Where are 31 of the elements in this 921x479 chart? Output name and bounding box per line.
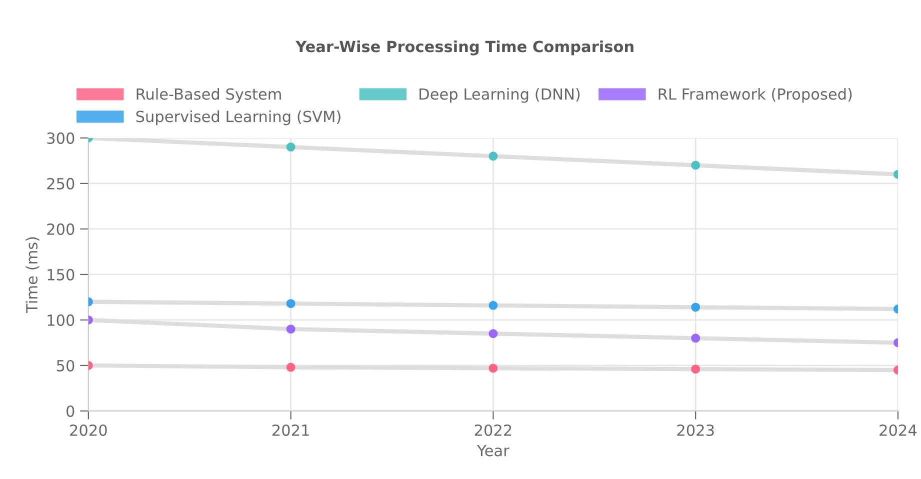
- point: [488, 329, 498, 338]
- point: [286, 299, 296, 308]
- y-tick-label: 150: [48, 268, 74, 280]
- point: [691, 334, 700, 343]
- x-tick-label: 2021: [272, 424, 309, 436]
- point: [691, 364, 700, 374]
- point: [286, 324, 296, 334]
- point: [286, 142, 296, 152]
- point: [488, 300, 498, 310]
- point: [488, 152, 498, 161]
- y-tick-label: 100: [48, 314, 74, 326]
- chart-title: Year-Wise Processing Time Comparison: [295, 40, 634, 56]
- legend-label: Deep Learning (DNN): [420, 88, 580, 103]
- x-axis-title: Year: [476, 444, 510, 456]
- x-tick-label: 2023: [677, 424, 714, 436]
- point: [691, 302, 700, 312]
- point: [691, 160, 700, 170]
- legend-label: RL Framework (Proposed): [658, 88, 852, 103]
- y-tick-label: 0: [66, 405, 74, 418]
- point: [488, 364, 498, 373]
- y-tick-label: 300: [47, 132, 74, 144]
- y-tick-label: 50: [56, 360, 74, 372]
- y-tick-label: 250: [47, 178, 74, 190]
- y-tick-label: 200: [47, 223, 74, 235]
- y-axis-title: Time (ms): [26, 237, 40, 314]
- x-tick-label: 2024: [880, 424, 917, 436]
- x-tick-label: 2022: [474, 424, 512, 436]
- legend-label: Supervised Learning (SVM): [136, 110, 340, 126]
- x-tick-label: 2020: [70, 424, 107, 436]
- point: [286, 362, 296, 372]
- legend-label: Rule-Based System: [136, 88, 281, 103]
